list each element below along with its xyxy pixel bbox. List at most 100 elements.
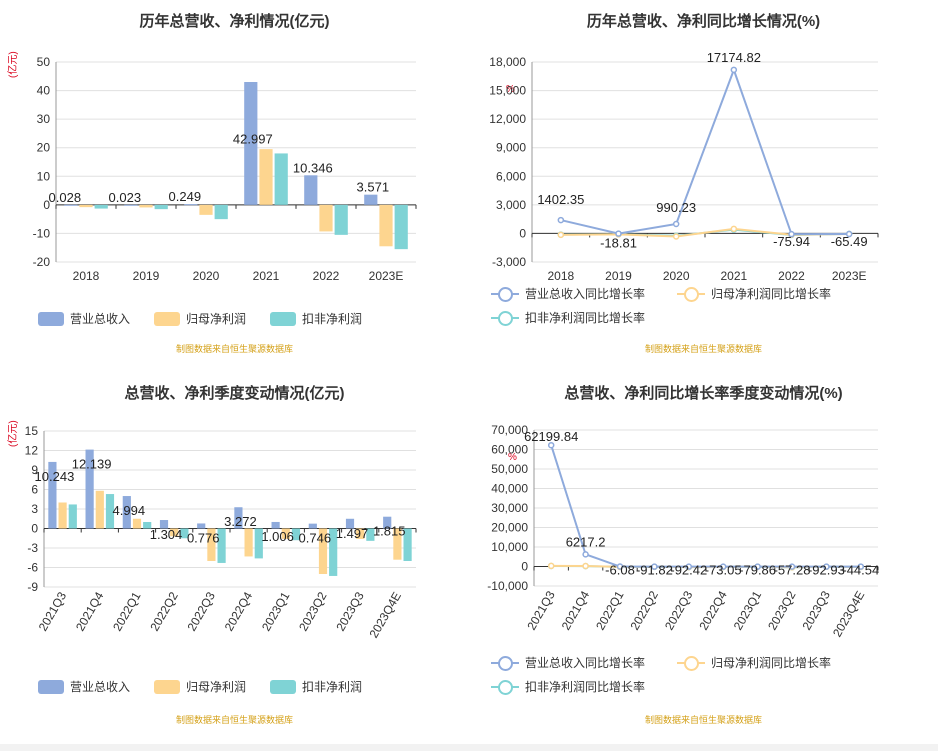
y-tick-label: 60,000: [491, 443, 528, 457]
bar-revenue: [48, 461, 57, 529]
data-label: -73.05: [705, 563, 742, 578]
x-tick-label: 2023Q2: [765, 588, 799, 632]
data-label: 0.249: [169, 189, 202, 204]
bar-net-profit: [356, 528, 365, 539]
chart-title: 历年总营收、净利同比增长情况(%): [586, 13, 821, 30]
y-tick-label: 6: [31, 483, 38, 497]
x-tick-label: 2021Q3: [524, 588, 558, 632]
bar-deducted-net-profit: [94, 204, 108, 209]
data-label: -57.28: [774, 563, 811, 578]
legend-swatch: [677, 655, 705, 671]
data-source-note: 制图数据来自恒生聚源数据库: [644, 344, 762, 354]
y-tick-label: 6,000: [496, 169, 526, 183]
bar-revenue: [124, 204, 138, 206]
line-point: [730, 66, 738, 74]
x-tick-label: 2022Q4: [696, 588, 730, 632]
y-tick-label: -10: [33, 226, 51, 240]
y-tick-label: -20: [33, 255, 51, 269]
bar-net-profit: [170, 528, 179, 537]
bar-deducted-net-profit: [394, 204, 408, 250]
data-label: 42.997: [233, 132, 273, 147]
bar-revenue: [364, 194, 378, 205]
chart-plot: (亿元) -20 -10 0 10 20 30 40 50 2018 2019 2020 2021 202…: [6, 51, 417, 283]
quarterly-revenue-profit-chart: 总营收、净利季度变动情况(亿元) (亿元) -9 -6 -3 0 3 6 9 12 15 2021Q…: [0, 372, 469, 742]
bar-deducted-net-profit: [143, 522, 152, 529]
line-point: [685, 563, 693, 570]
legend-swatch: [270, 679, 296, 694]
legend-item[interactable]: 归母净利润同比增长率: [677, 285, 831, 302]
bar-revenue: [271, 521, 280, 529]
y-tick-label: -9: [27, 580, 38, 594]
legend-swatch: [154, 679, 180, 694]
line-point: [582, 562, 589, 570]
data-label: -92.42: [670, 563, 707, 578]
legend-item[interactable]: 营业总收入: [38, 678, 130, 695]
legend-item[interactable]: 扣非净利润同比增长率: [491, 678, 645, 695]
bar-revenue: [308, 523, 317, 529]
legend-label: 营业总收入: [70, 312, 131, 326]
line-point: [845, 230, 853, 238]
legend-item[interactable]: 扣非净利润: [270, 678, 362, 695]
y-tick-label: 70,000: [491, 423, 528, 437]
quarterly-growth-chart: 总营收、净利同比增长率季度变动情况(%) % -10,000 0 10,000 20,0…: [469, 372, 938, 742]
x-tick-label: 2023Q4E: [367, 590, 404, 641]
line-point: [788, 563, 796, 570]
bar-deducted-net-profit: [180, 528, 189, 539]
legend-swatch: [491, 679, 519, 695]
x-tick-label: 2023Q4E: [830, 589, 867, 640]
bar-deducted-net-profit: [214, 204, 228, 220]
line-point: [754, 563, 761, 570]
y-tick-label: 20: [37, 141, 51, 155]
annual-growth-chart: 历年总营收、净利同比增长情况(%) % -3,000 0 3,000 6,000 9,00…: [469, 0, 938, 370]
bar-net-profit: [379, 204, 393, 247]
legend-swatch: [491, 655, 519, 671]
legend-item[interactable]: 归母净利润同比增长率: [677, 654, 831, 671]
bar-net-profit: [139, 204, 153, 208]
data-label: -44.54: [842, 563, 879, 578]
y-tick-label: 9,000: [496, 141, 526, 155]
chart-title: 总营收、净利同比增长率季度变动情况(%): [564, 385, 843, 402]
y-tick-label: 0: [521, 560, 528, 574]
bar-net-profit: [318, 528, 328, 574]
y-tick-label: -3,000: [492, 255, 526, 269]
bar-net-profit: [244, 528, 253, 557]
x-tick-label: 2022Q4: [222, 589, 256, 633]
y-tick-label: -6: [27, 561, 38, 575]
data-label: -91.82: [636, 563, 673, 578]
x-tick-label: 2019: [605, 269, 632, 283]
legend-label: 营业总收入同比增长率: [525, 656, 646, 670]
annual-revenue-profit-chart: 历年总营收、净利情况(亿元) (亿元) -20 -10 0 10 20 30 40 50 2018…: [0, 0, 469, 370]
bar-net-profit: [199, 204, 213, 215]
y-tick-label: 10,000: [491, 540, 528, 554]
y-axis-unit: (亿元): [6, 51, 19, 78]
legend-item[interactable]: 扣非净利润: [270, 310, 362, 327]
legend-item[interactable]: 扣非净利润同比增长率: [491, 309, 645, 326]
line-point: [823, 563, 830, 570]
legend-item[interactable]: 归母净利润: [154, 310, 246, 327]
x-tick-label: 2018: [547, 269, 574, 283]
legend-item[interactable]: 营业总收入同比增长率: [491, 285, 645, 302]
legend-label: 营业总收入同比增长率: [525, 287, 646, 301]
y-tick-label: 12,000: [489, 112, 526, 126]
bar-revenue: [197, 523, 206, 529]
legend-item[interactable]: 归母净利润: [154, 678, 246, 695]
legend-item[interactable]: 营业总收入同比增长率: [491, 654, 645, 671]
bar-revenue: [159, 520, 169, 529]
bar-net-profit: [95, 490, 104, 529]
legend-swatch: [38, 311, 64, 326]
data-label: -65.49: [831, 234, 868, 249]
legend-item[interactable]: 营业总收入: [38, 310, 130, 327]
bar-deducted-net-profit: [403, 528, 412, 561]
bar-revenue: [122, 496, 131, 529]
data-label: 6217.2: [566, 534, 606, 549]
bar-revenue: [234, 507, 243, 529]
bar-net-profit: [132, 518, 142, 529]
x-tick-label: 2023Q1: [731, 588, 765, 632]
data-label: 0.023: [109, 190, 142, 205]
data-label: 4.994: [113, 503, 146, 518]
bar-revenue: [244, 82, 258, 205]
legend-swatch: [38, 679, 64, 694]
y-tick-label: -3: [27, 541, 38, 555]
x-tick-label: 2021: [720, 269, 747, 283]
y-tick-label: 40: [37, 84, 51, 98]
